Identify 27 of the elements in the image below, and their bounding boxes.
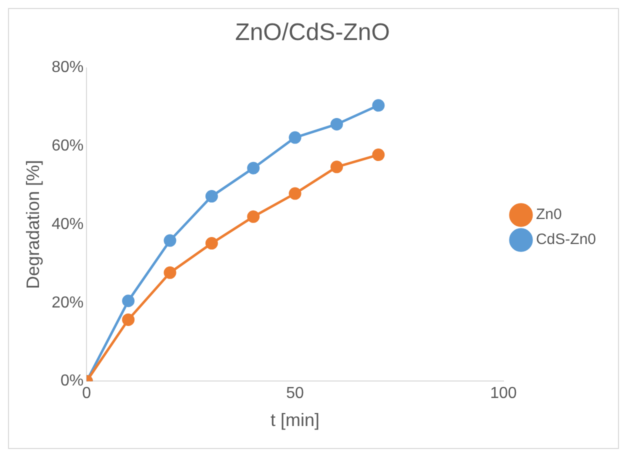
y-axis-title: Degradation [%] [22,160,43,290]
point [372,148,385,162]
point [164,234,176,247]
point [247,162,260,174]
y-tick-label: 0% [60,372,84,390]
x-tick-label: 100 [490,385,517,402]
x-tick-label: 50 [286,385,304,402]
x-axis-title: t [min] [270,410,320,430]
point [288,187,302,200]
point [372,99,385,112]
y-tick-label: 40% [52,216,84,233]
point [247,210,260,223]
point [330,160,343,174]
chart-title: ZnO/CdS-ZnO [235,19,390,46]
x-tick-label: 0 [82,385,92,402]
y-tick-label: 20% [52,294,84,312]
point [122,313,135,326]
point [164,266,176,279]
y-tick-label: 60% [52,138,84,155]
y-tick-label: 80% [52,59,84,76]
point [205,237,218,250]
legend-label: CdS-Zn0 [536,231,596,248]
point [288,131,302,144]
legend-label: Zn0 [536,206,562,224]
point [205,190,218,203]
point [122,294,135,308]
point [330,118,343,130]
